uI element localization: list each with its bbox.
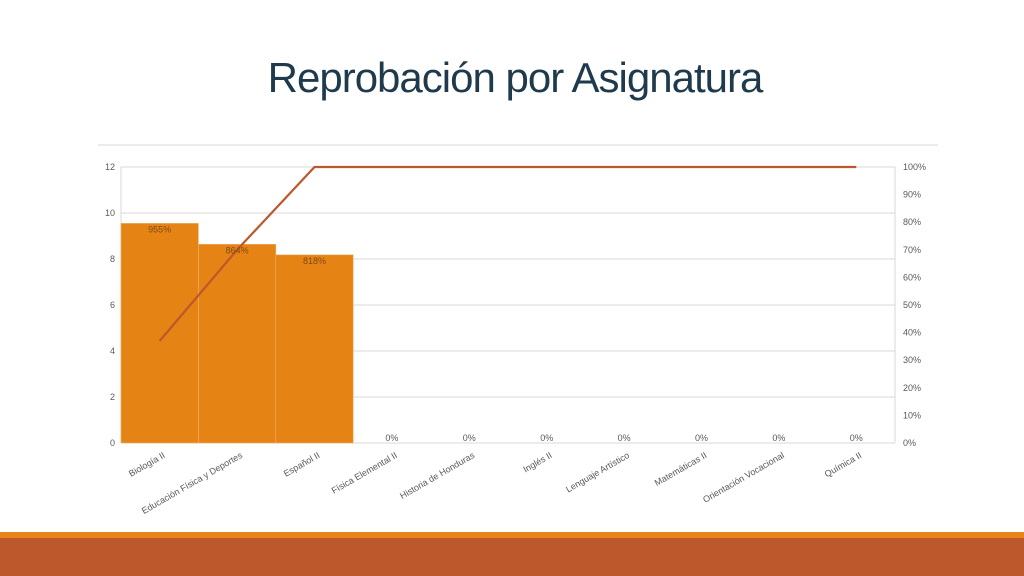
- y-tick-label: 10: [105, 208, 115, 218]
- bar-data-label: 0%: [772, 433, 785, 443]
- y2-tick-label: 70%: [903, 245, 921, 255]
- x-tick-label: Biología II: [127, 450, 167, 479]
- y-tick-label: 8: [110, 254, 115, 264]
- y-tick-label: 12: [105, 162, 115, 172]
- x-tick-label: Historia de Honduras: [398, 450, 477, 501]
- y-tick-label: 0: [110, 438, 115, 448]
- x-tick-label: Orientación Vocacional: [701, 450, 786, 505]
- x-tick-label: Español II: [282, 450, 322, 479]
- bar: [120, 223, 199, 444]
- bar-data-label: 0%: [695, 433, 708, 443]
- x-tick-label: Física Elemental II: [330, 450, 399, 496]
- bar-data-label: 818%: [303, 256, 326, 266]
- y2-tick-label: 60%: [903, 272, 921, 282]
- y2-tick-label: 20%: [903, 383, 921, 393]
- y2-tick-label: 10%: [903, 410, 921, 420]
- slide-title: Reprobación por Asignatura: [267, 54, 764, 101]
- data-labels: 955% 864% 818% 0% 0% 0% 0% 0% 0% 0%: [148, 224, 863, 443]
- y-tick-label: 4: [110, 346, 115, 356]
- primary-y-axis: 0 2 4 6 8 10 12: [105, 162, 115, 448]
- y2-tick-label: 80%: [903, 217, 921, 227]
- secondary-y-axis: 0% 10% 20% 30% 40% 50% 60% 70% 80% 90% 100%: [903, 162, 926, 448]
- footer-band: [0, 538, 1024, 576]
- y2-tick-label: 0%: [903, 438, 916, 448]
- bar-data-label: 0%: [540, 433, 553, 443]
- bar-data-label: 0%: [463, 433, 476, 443]
- x-tick-label: Matemáticas II: [653, 450, 709, 488]
- cumulative-line: [158, 165, 857, 342]
- bar-data-label: 0%: [850, 433, 863, 443]
- cumulative-line-series: [158, 165, 857, 342]
- y-tick-label: 2: [110, 392, 115, 402]
- y2-tick-label: 90%: [903, 190, 921, 200]
- x-tick-label: Química II: [823, 450, 864, 479]
- bar: [198, 243, 277, 444]
- bar-data-label: 864%: [226, 245, 249, 255]
- y2-tick-label: 30%: [903, 355, 921, 365]
- y2-tick-label: 40%: [903, 328, 921, 338]
- x-tick-label: Inglés II: [521, 450, 553, 474]
- bar-data-label: 0%: [385, 433, 398, 443]
- y-tick-label: 6: [110, 300, 115, 310]
- footer-accent-stripe: [0, 532, 1024, 538]
- y2-tick-label: 100%: [903, 162, 926, 172]
- x-tick-label: Lenguaje Artístico: [564, 450, 631, 494]
- bar-series: [120, 223, 354, 444]
- bar: [275, 254, 354, 444]
- y2-tick-label: 50%: [903, 300, 921, 310]
- bar-data-label: 0%: [618, 433, 631, 443]
- bar-data-label: 955%: [148, 224, 171, 234]
